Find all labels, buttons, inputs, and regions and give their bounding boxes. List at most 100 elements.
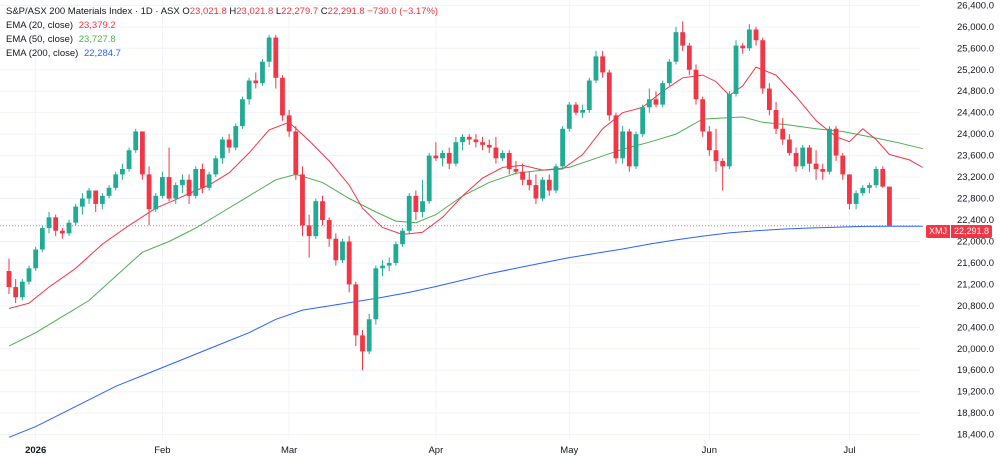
candle-down — [253, 72, 259, 89]
last-price-value: 22,291.8 — [950, 225, 993, 238]
candle-up — [213, 155, 219, 178]
candle-up — [366, 313, 372, 355]
candle-body — [606, 72, 612, 116]
candle-body — [733, 45, 739, 94]
candle-body — [827, 128, 832, 172]
candle-down — [186, 174, 192, 204]
candle-body — [333, 238, 339, 261]
symbol-title: S&P/ASX 200 Materials Index · 1D · ASX — [6, 6, 180, 17]
candle-up — [266, 34, 272, 68]
candle-body — [600, 56, 606, 73]
candle-body — [320, 201, 325, 220]
candle-body — [853, 193, 859, 204]
candle-up — [240, 96, 245, 129]
candle-body — [726, 93, 732, 167]
candle-down — [520, 163, 525, 186]
candle-body — [280, 77, 285, 116]
candle-body — [433, 155, 439, 159]
candle-up — [640, 104, 646, 137]
candle-body — [800, 147, 806, 167]
candle-body — [867, 185, 872, 188]
y-tick-label: 21,200.0 — [957, 279, 994, 290]
candle-up — [593, 50, 599, 84]
candle-body — [526, 179, 532, 186]
open-value: 23,021.8 — [189, 6, 227, 17]
ema20-line — [8, 66, 924, 309]
candle-body — [133, 131, 139, 151]
candle-body — [420, 201, 425, 212]
ema50-label: EMA (50, close) — [6, 34, 74, 45]
candle-down — [346, 236, 352, 293]
candle-down — [513, 160, 519, 175]
candle-up — [453, 136, 459, 167]
y-tick-label: 24,800.0 — [957, 86, 994, 97]
candle-up — [86, 187, 92, 204]
time-axis[interactable]: 2026 Feb Mar Apr May Jun Jul — [25, 445, 855, 456]
candle-body — [313, 201, 319, 237]
candle-body — [306, 225, 312, 237]
candle-down — [493, 136, 499, 164]
y-tick-label: 18,400.0 — [957, 430, 994, 441]
ema20-value: 23,379.2 — [78, 20, 116, 31]
candle-body — [180, 179, 185, 186]
ema50-line — [8, 116, 923, 347]
candle-body — [740, 45, 746, 49]
candle-body — [706, 131, 712, 151]
x-tick-label: May — [560, 445, 578, 456]
high-value: 23,021.8 — [236, 6, 274, 17]
candle-up — [79, 193, 85, 215]
candle-body — [46, 217, 52, 229]
x-tick-label: 2026 — [25, 445, 46, 456]
x-tick-label: Jun — [702, 445, 717, 456]
candle-body — [766, 88, 772, 110]
candle-down — [533, 174, 539, 204]
candle-down — [546, 174, 552, 196]
candle-body — [373, 268, 379, 320]
candle-body — [360, 335, 365, 352]
ema50-value: 23,727.8 — [78, 34, 116, 45]
legend-ema20[interactable]: EMA (20, close) 23,379.2 — [6, 19, 438, 33]
change-value: −730.0 (−3.17%) — [367, 6, 439, 17]
open-label: O — [182, 6, 190, 17]
candle-body — [146, 174, 152, 210]
candle-down — [847, 174, 852, 210]
candle-body — [346, 241, 352, 285]
candle-body — [660, 83, 666, 105]
candle-body — [273, 37, 279, 78]
candle-up — [673, 26, 679, 65]
candle-body — [106, 187, 112, 196]
candle-body — [393, 244, 399, 263]
legend-ema50[interactable]: EMA (50, close) 23,727.8 — [6, 33, 438, 47]
candle-body — [213, 158, 219, 175]
ema200-label: EMA (200, close) — [6, 48, 79, 59]
candle-up — [540, 177, 545, 202]
legend-ema200[interactable]: EMA (200, close) 22,284.7 — [6, 47, 438, 61]
candle-body — [400, 230, 405, 245]
candle-up — [39, 225, 45, 253]
price-axis[interactable]: 18,400.0 18,800.0 19,200.0 19,600.0 20,000.0… — [957, 0, 994, 440]
candle-body — [260, 61, 265, 84]
candle-up — [646, 88, 652, 113]
candle-down — [166, 147, 172, 202]
candle-body — [840, 155, 846, 175]
candle-body — [887, 186, 892, 226]
candle-down — [466, 134, 472, 145]
candle-up — [800, 144, 806, 170]
candle-down — [766, 83, 772, 116]
candle-body — [79, 198, 85, 207]
candle-body — [66, 222, 72, 234]
candle-down — [53, 214, 59, 237]
candle-body — [473, 139, 479, 143]
y-tick-label: 25,200.0 — [957, 65, 994, 76]
candle-down — [786, 134, 792, 156]
candle-body — [586, 80, 592, 110]
candle-up — [180, 174, 185, 194]
candle-body — [566, 104, 572, 129]
candle-up — [233, 123, 239, 151]
close-value: 22,291.8 — [327, 6, 365, 17]
candle-body — [640, 107, 646, 135]
candle-down — [480, 136, 485, 151]
candle-body — [820, 169, 826, 172]
chart-legend: S&P/ASX 200 Materials Index · 1D · ASX O… — [6, 5, 438, 61]
